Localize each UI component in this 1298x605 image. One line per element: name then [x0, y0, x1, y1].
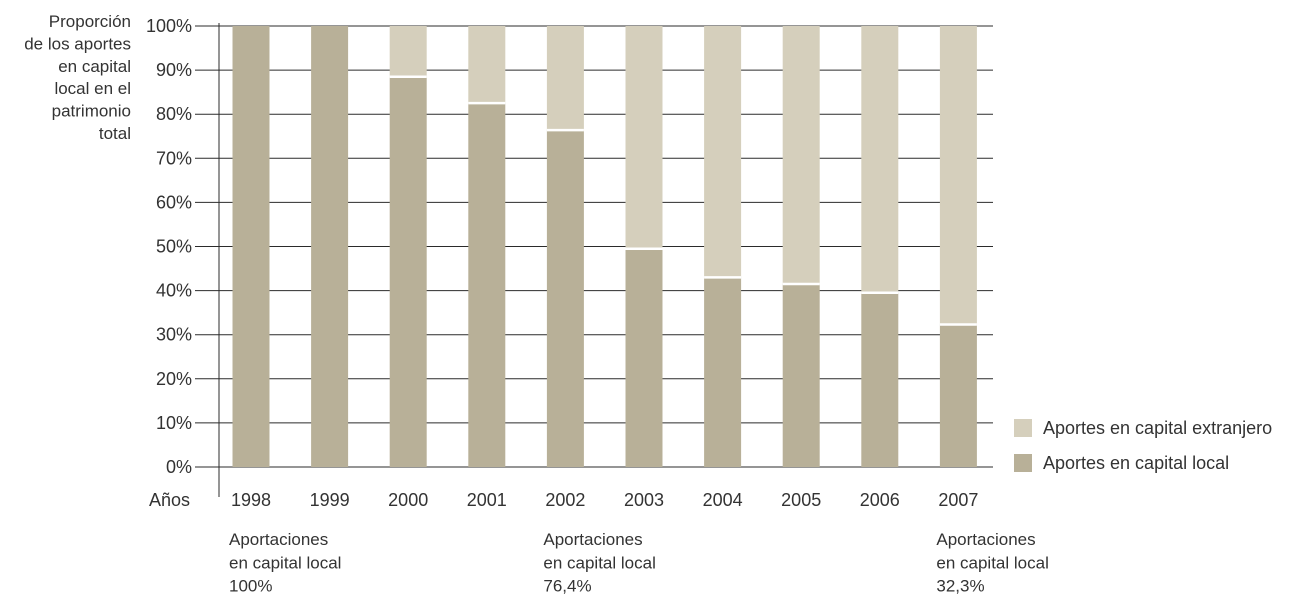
y-axis-title-line: local en el — [54, 79, 131, 98]
y-tick-label: 10% — [156, 413, 192, 433]
bar-local-1999 — [311, 26, 349, 467]
x-tick-label: 2002 — [545, 490, 585, 510]
bar-local-1998 — [232, 26, 270, 467]
annotation-line: en capital local — [543, 553, 655, 572]
y-tick-label: 70% — [156, 148, 192, 168]
legend-label: Aportes en capital extranjero — [1043, 418, 1272, 438]
annotation-line: Aportaciones — [543, 530, 642, 549]
y-axis-title-line: en capital — [58, 57, 131, 76]
annotation-line: en capital local — [936, 553, 1048, 572]
y-tick-label: 60% — [156, 192, 192, 212]
y-tick-label: 100% — [146, 16, 192, 36]
bar-local-2007 — [939, 324, 977, 467]
bar-foreign-2006 — [861, 26, 899, 293]
x-tick-label: 2007 — [938, 490, 978, 510]
annotation-line: Aportaciones — [936, 530, 1035, 549]
legend-swatch — [1014, 454, 1032, 472]
y-tick-label: 50% — [156, 237, 192, 257]
x-tick-label: 2006 — [860, 490, 900, 510]
x-axis-title: Años — [149, 490, 190, 510]
bar-local-2001 — [468, 103, 506, 468]
annotation-line: 76,4% — [543, 577, 591, 596]
y-tick-label: 30% — [156, 325, 192, 345]
y-axis-title-line: total — [99, 124, 131, 143]
y-axis-title-line: de los aportes — [24, 34, 131, 53]
bar-local-2000 — [389, 76, 427, 467]
y-tick-label: 90% — [156, 60, 192, 80]
y-axis-title-line: patrimonio — [52, 102, 131, 121]
y-tick-label: 40% — [156, 281, 192, 301]
bar-local-2004 — [704, 277, 742, 467]
bar-foreign-2002 — [546, 26, 584, 131]
bar-foreign-2001 — [468, 26, 506, 104]
x-tick-label: 2003 — [624, 490, 664, 510]
bar-local-2003 — [625, 248, 663, 467]
x-tick-label: 2005 — [781, 490, 821, 510]
annotation-line: en capital local — [229, 553, 341, 572]
bar-foreign-2007 — [939, 26, 977, 325]
x-tick-label: 1999 — [310, 490, 350, 510]
annotation-line: 100% — [229, 577, 272, 596]
bar-foreign-2004 — [704, 26, 742, 278]
y-axis-title-line: Proporción — [49, 12, 131, 31]
bar-local-2006 — [861, 292, 899, 467]
x-tick-label: 1998 — [231, 490, 271, 510]
bar-local-2005 — [782, 283, 820, 467]
x-tick-label: 2000 — [388, 490, 428, 510]
bar-foreign-2000 — [389, 26, 427, 77]
bar-foreign-2003 — [625, 26, 663, 249]
y-tick-label: 0% — [166, 457, 192, 477]
bar-local-2002 — [546, 130, 584, 468]
annotation-line: 32,3% — [936, 577, 984, 596]
x-tick-label: 2001 — [467, 490, 507, 510]
bar-foreign-2005 — [782, 26, 820, 284]
y-tick-label: 80% — [156, 104, 192, 124]
annotation-line: Aportaciones — [229, 530, 328, 549]
legend-swatch — [1014, 419, 1032, 437]
x-tick-label: 2004 — [703, 490, 743, 510]
legend-label: Aportes en capital local — [1043, 453, 1229, 473]
y-tick-label: 20% — [156, 369, 192, 389]
